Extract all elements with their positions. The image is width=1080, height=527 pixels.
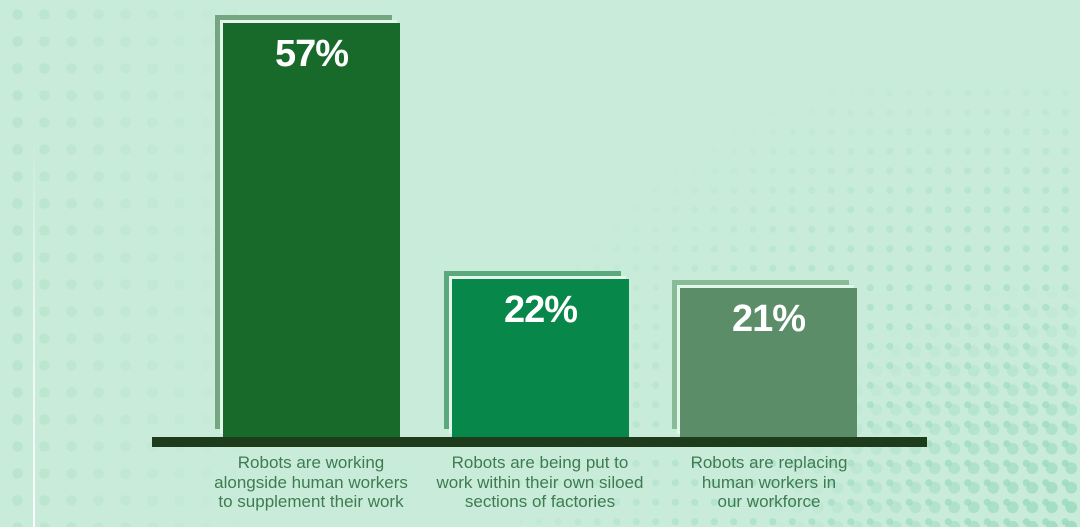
bar-22-percent: 22% — [444, 271, 629, 437]
category-label-line: alongside human workers — [214, 472, 408, 492]
bar-57-percent: 57% — [215, 15, 400, 437]
category-label-line: to supplement their work — [218, 492, 404, 511]
bar-face: 21% — [680, 288, 857, 437]
value-label: 22% — [503, 289, 578, 331]
category-label-line: work within their own siloed — [436, 472, 644, 492]
category-label-3: Robots are replacing human workers in ou… — [629, 453, 909, 512]
value-label: 21% — [731, 298, 806, 340]
axis-baseline — [152, 437, 927, 447]
seam-line — [33, 140, 35, 527]
category-label-line: Robots are replacing — [690, 453, 848, 472]
category-label-line: sections of factories — [464, 492, 616, 511]
category-label-line: Robots are working — [237, 453, 385, 472]
category-label-2: Robots are being put to work within thei… — [400, 453, 680, 512]
value-label: 57% — [274, 33, 349, 75]
bar-face: 57% — [223, 23, 400, 437]
category-label-line: human workers in — [701, 472, 837, 492]
category-label-1: Robots are working alongside human worke… — [171, 453, 451, 512]
bar-face: 22% — [452, 279, 629, 437]
category-label-line: our workforce — [717, 492, 821, 511]
bar-21-percent: 21% — [672, 280, 857, 437]
category-label-line: Robots are being put to — [451, 453, 629, 472]
